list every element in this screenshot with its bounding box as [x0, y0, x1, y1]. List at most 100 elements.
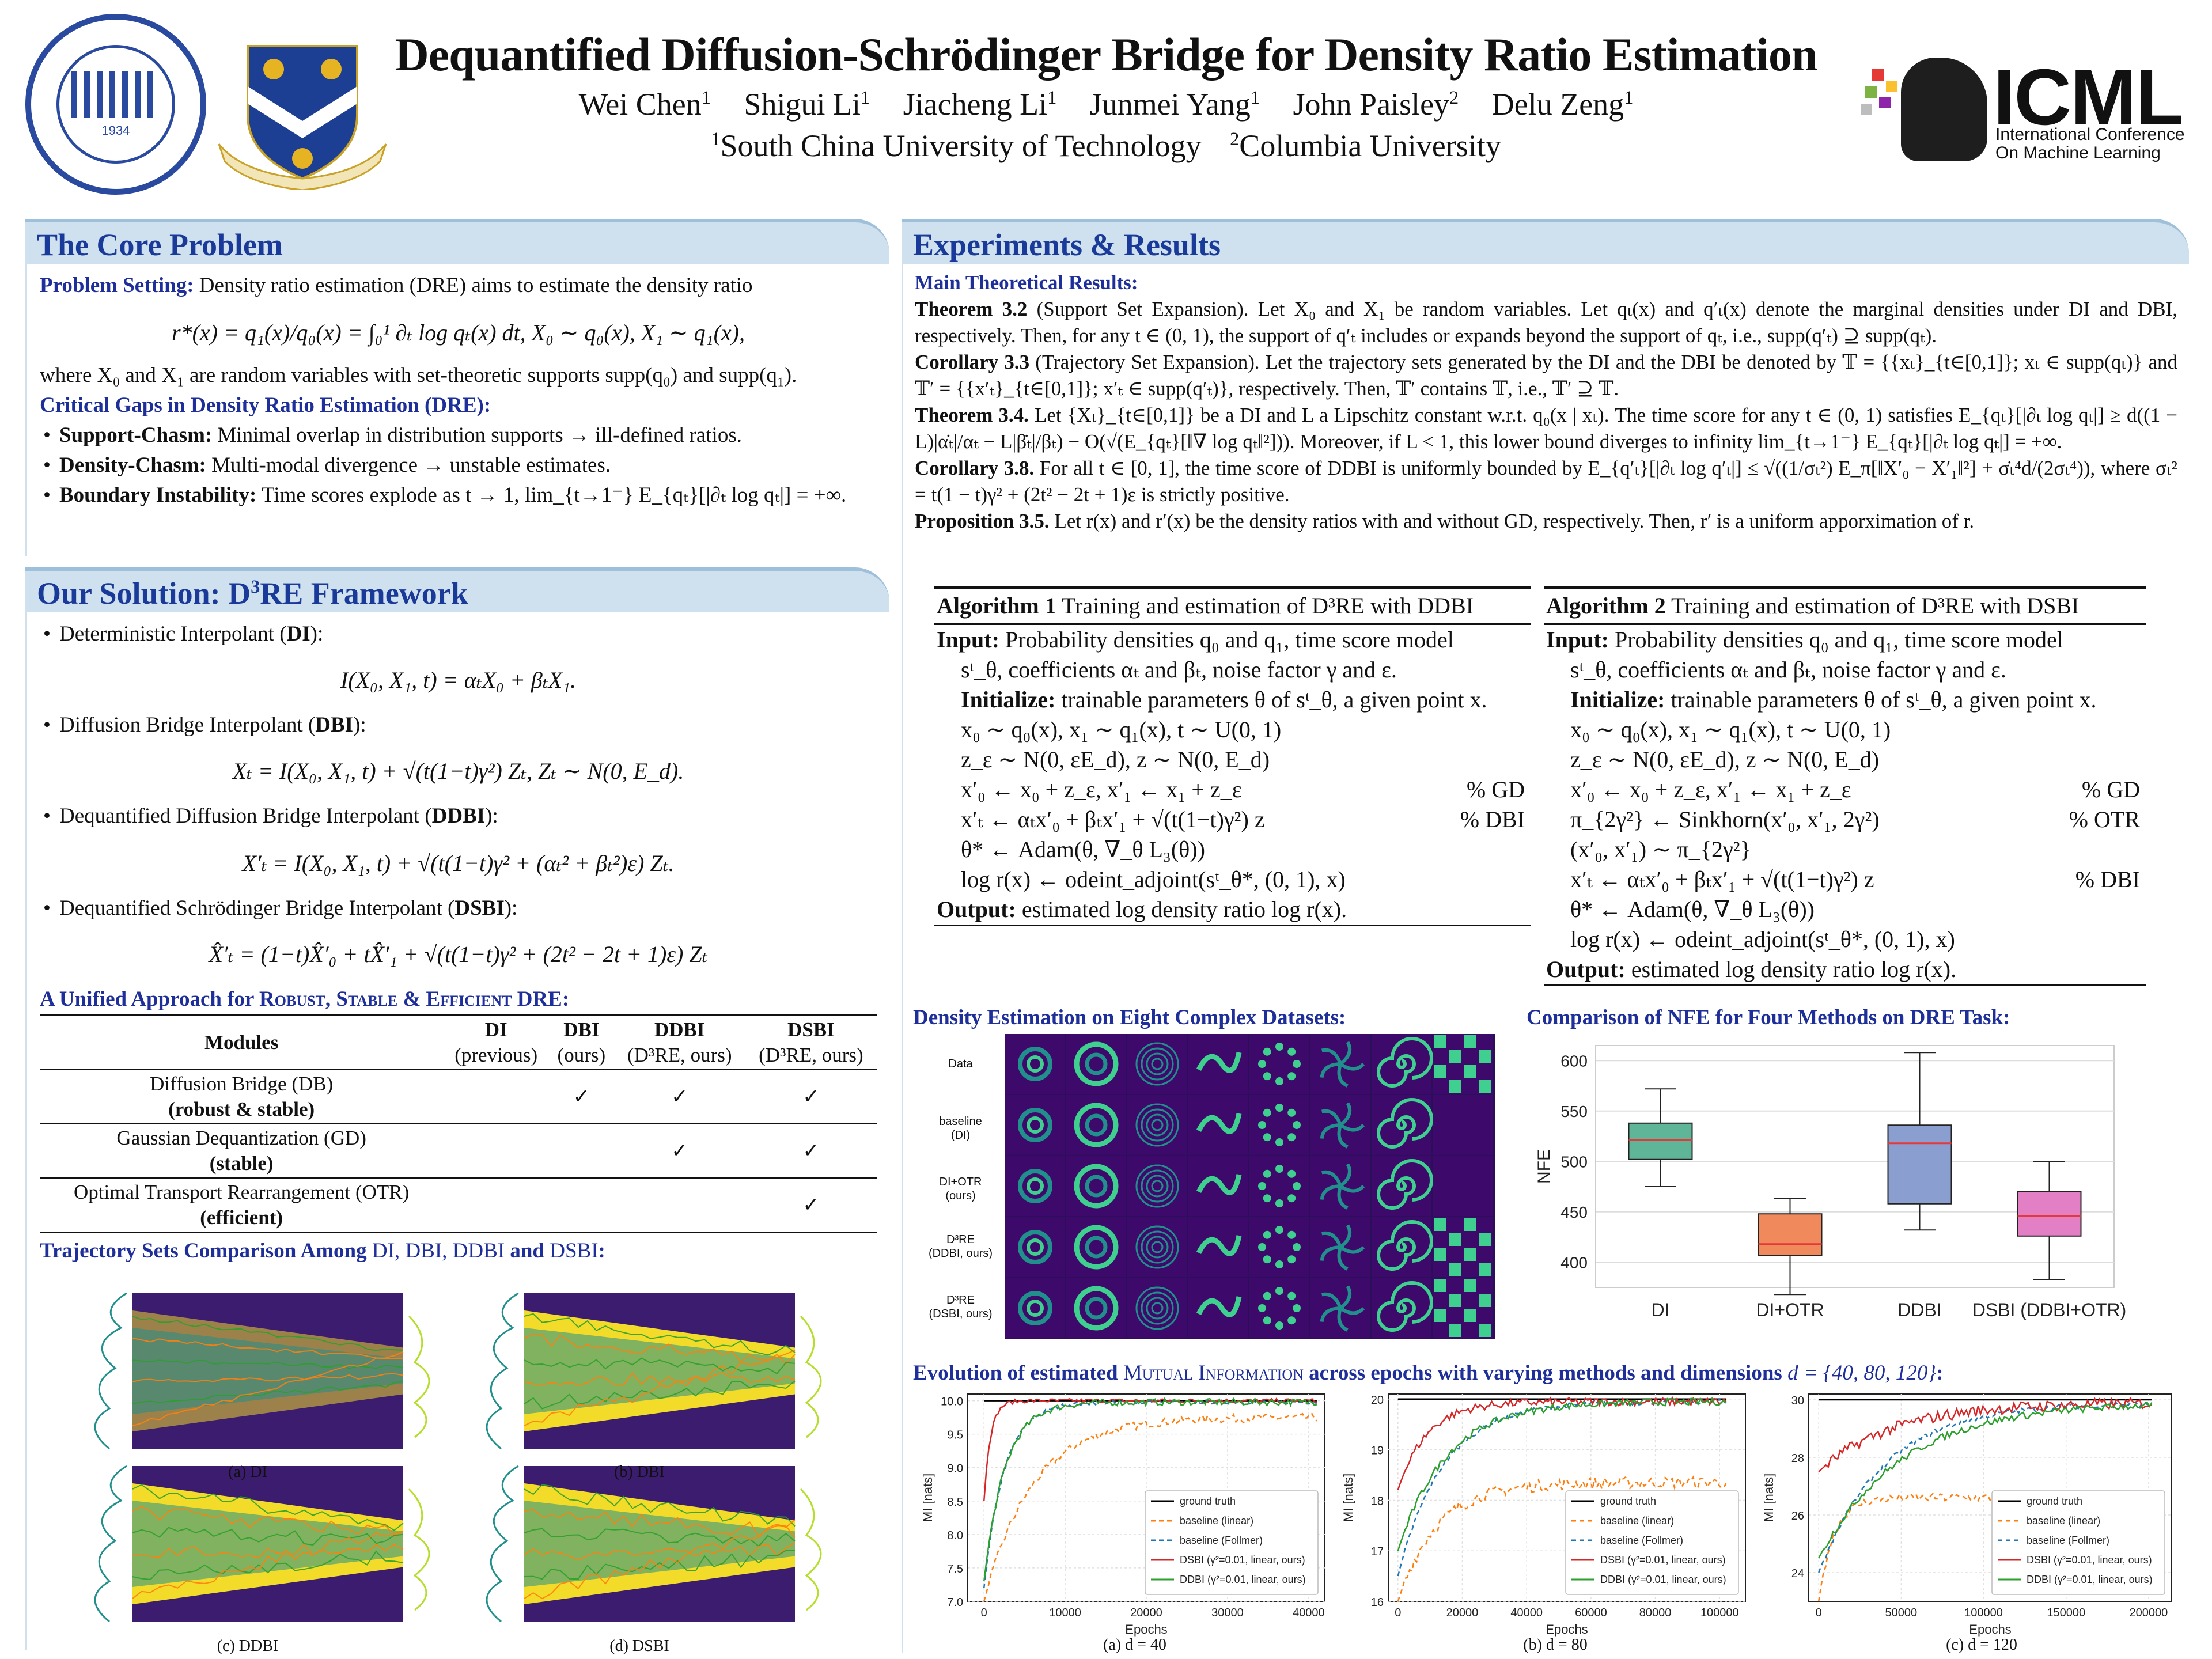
- density-ring: [1141, 1169, 1174, 1203]
- target-density-curve: [800, 1315, 822, 1438]
- density-checker: [1464, 1157, 1476, 1170]
- density-blob: [1293, 1182, 1301, 1190]
- density-checker: [1479, 1324, 1491, 1337]
- trajectory-density: [524, 1328, 795, 1414]
- icml-logo-subtitle: International Conference On Machine Lear…: [1995, 125, 2185, 162]
- trajectory-path: [132, 1484, 404, 1531]
- series-line: [1397, 1475, 1727, 1602]
- density-blob: [1293, 1060, 1301, 1068]
- table-header: DI (previous): [454, 1018, 538, 1066]
- density-blob: [1287, 1194, 1296, 1203]
- scut-logo: 1934: [25, 14, 206, 195]
- legend-label: ground truth: [1600, 1495, 1656, 1507]
- trajectory-path: [524, 1484, 796, 1527]
- target-density-curve: [408, 1315, 430, 1438]
- density-ring: [1018, 1108, 1052, 1142]
- density-ring: [1027, 1238, 1044, 1256]
- density-checker: [1434, 1309, 1446, 1322]
- trajectory-path: [132, 1505, 404, 1536]
- density-checker: [1464, 1187, 1476, 1200]
- source-density-curve: [94, 1465, 127, 1623]
- density-spiral: [1377, 1098, 1433, 1149]
- density-blob: [1258, 1304, 1266, 1312]
- density-blob: [1263, 1108, 1271, 1117]
- density-ring: [1151, 1302, 1164, 1315]
- density-checker: [1434, 1065, 1446, 1078]
- algorithm-title: Algorithm 2 Training and estimation of D…: [1544, 586, 2146, 625]
- density-checker: [1434, 1248, 1446, 1261]
- density-pinwheel: [1339, 1285, 1351, 1310]
- mi-caption: (b) d = 80: [1523, 1636, 1588, 1654]
- row-label: D³RE (DSBI, ours): [929, 1294, 993, 1320]
- y-axis-label: MI [nats]: [1762, 1474, 1776, 1522]
- trajectory-path: [524, 1333, 796, 1365]
- density-ring: [1085, 1175, 1108, 1198]
- trajectory-path: [524, 1519, 796, 1600]
- trajectory-path: [524, 1372, 796, 1386]
- author: Delu Zeng1: [1491, 87, 1634, 122]
- section-heading: Experiments & Results: [913, 228, 1221, 262]
- density-checker: [1449, 1172, 1461, 1185]
- density-pinwheel: [1339, 1102, 1351, 1127]
- density-ring: [1141, 1047, 1174, 1081]
- row-label: DI+OTR (ours): [939, 1176, 982, 1202]
- x-tick-label: 0: [1395, 1607, 1401, 1619]
- table-header: DBI (ours): [557, 1018, 606, 1066]
- x-tick-label: 40000: [1293, 1607, 1325, 1619]
- gaps-heading: Critical Gaps in Density Ratio Estimatio…: [40, 393, 491, 417]
- density-checker: [1464, 1309, 1476, 1322]
- density-blob: [1287, 1316, 1296, 1325]
- density-pinwheel: [1339, 1245, 1365, 1254]
- density-cell: [1005, 1156, 1065, 1216]
- trajectory-path: [524, 1550, 796, 1580]
- y-tick-label: 17: [1371, 1546, 1384, 1558]
- density-blob: [1287, 1169, 1296, 1178]
- density-figure-title: Density Estimation on Eight Complex Data…: [913, 1006, 1346, 1029]
- interpolant-item: Diffusion Bridge Interpolant (DBI):: [40, 710, 877, 740]
- legend-label: baseline (Follmer): [1180, 1535, 1263, 1546]
- density-pinwheel: [1321, 1109, 1342, 1126]
- density-cell: [1005, 1034, 1065, 1094]
- density-blob: [1275, 1077, 1283, 1085]
- density-blob: [1263, 1230, 1271, 1239]
- density-ring: [1141, 1291, 1174, 1325]
- density-checker: [1479, 1172, 1491, 1185]
- target-density-curve: [800, 1488, 822, 1611]
- problem-setting-label: Problem Setting:: [40, 274, 194, 297]
- density-cell: [1433, 1095, 1493, 1155]
- modules-table: Modules DI (previous) DBI (ours) DDBI (D³RE…: [40, 1014, 877, 1233]
- density-pinwheel: [1320, 1062, 1341, 1078]
- density-blob: [1275, 1226, 1283, 1234]
- source-density-curve: [486, 1293, 519, 1450]
- row-label: Data: [948, 1058, 973, 1070]
- density-blob: [1275, 1199, 1283, 1207]
- trajectory-heading: Trajectory Sets Comparison Among DI, DBI…: [40, 1239, 605, 1263]
- density-blob: [1287, 1133, 1296, 1142]
- density-pinwheel: [1320, 1306, 1341, 1323]
- density-blob: [1275, 1260, 1283, 1268]
- density-pinwheel: [1339, 1123, 1365, 1132]
- trajectory-path: [132, 1544, 404, 1559]
- trajectory-panel: [486, 1465, 822, 1623]
- density-pinwheel: [1320, 1184, 1341, 1200]
- density-checker: [1434, 1157, 1446, 1170]
- density-blob: [1275, 1043, 1283, 1051]
- trajectory-path: [524, 1509, 796, 1538]
- density-blob: [1287, 1072, 1296, 1081]
- trajectory-path: [132, 1351, 404, 1426]
- legend-label: ground truth: [2027, 1495, 2082, 1507]
- problem-setting-text: Density ratio estimation (DRE) aims to e…: [199, 274, 753, 297]
- core-problem-panel: The Core Problem Problem Setting: Densit…: [25, 219, 889, 556]
- y-tick-label: 26: [1791, 1510, 1804, 1522]
- density-ring: [1085, 1297, 1108, 1320]
- density-ring: [1135, 1225, 1179, 1269]
- x-axis-label: Epochs: [1969, 1622, 2011, 1637]
- density-ring: [1135, 1042, 1179, 1086]
- density-ring: [1085, 1236, 1108, 1259]
- gap-item: Support-Chasm: Minimal overlap in distri…: [40, 421, 877, 450]
- box: [1887, 1124, 1952, 1205]
- mi-figure-title: Evolution of estimated Mutual Informatio…: [913, 1361, 1944, 1385]
- caption-dbi: (b) DBI: [614, 1463, 665, 1481]
- x-tick-label: DI+OTR: [1756, 1300, 1824, 1320]
- main-results-heading: Main Theoretical Results:: [915, 271, 1138, 294]
